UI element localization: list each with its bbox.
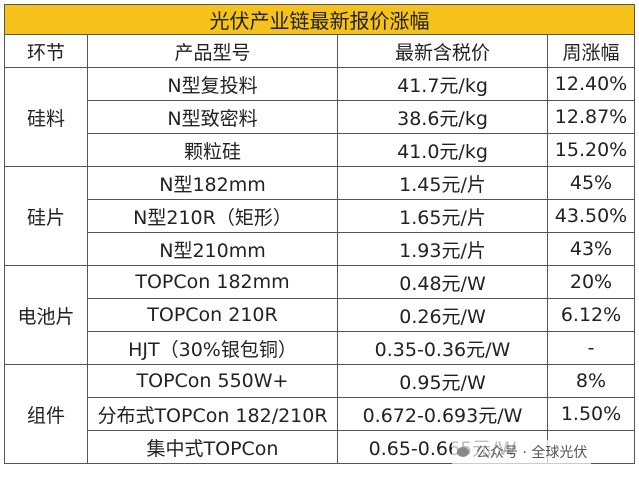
- data-cell: 12.87%: [547, 100, 635, 134]
- data-row: 颗粒硅 41.0元/kg 15.20%: [5, 133, 635, 167]
- data-cell: 6.12%: [547, 298, 635, 332]
- data-cell: 分布式TOPCon 182/210R: [87, 397, 338, 431]
- data-row: N型致密料 38.6元/kg 12.87%: [5, 100, 635, 134]
- wechat-icon: [457, 447, 469, 457]
- data-cell: 颗粒硅: [87, 133, 338, 167]
- data-row: 硅料 N型复投料 41.7元/kg 12.40%: [4, 67, 635, 167]
- data-cell: 1.50%: [547, 397, 635, 431]
- header-cell: 最新含税价: [337, 34, 548, 68]
- group-cell: 组件: [4, 364, 88, 464]
- header-cell: 环节: [4, 34, 88, 68]
- data-cell: 43%: [547, 232, 635, 266]
- data-row: 电池片 TOPCon 182mm 0.48元/W 20%: [4, 265, 635, 365]
- data-cell: N型210mm: [87, 232, 338, 266]
- data-cell: N型复投料: [87, 67, 338, 101]
- data-cell: 20%: [547, 265, 635, 299]
- data-cell: HJT（30%银包铜）: [87, 331, 338, 365]
- data-cell: N型210R（矩形）: [87, 199, 338, 233]
- data-cell: 0.26元/W: [337, 298, 548, 332]
- data-cell: 45%: [547, 166, 635, 200]
- watermark-text: 公众号 · 全球光伏: [476, 445, 588, 461]
- data-cell: 8%: [547, 364, 635, 398]
- data-cell: 41.7元/kg: [337, 67, 548, 101]
- data-cell: TOPCon 210R: [87, 298, 338, 332]
- title-row: 光伏产业链最新报价涨幅: [4, 4, 635, 35]
- data-cell: 0.95元/W: [337, 364, 548, 398]
- data-row: N型210mm 1.93元/片 43%: [5, 232, 635, 266]
- table-body: 光伏产业链最新报价涨幅 环节 产品型号 最新含税价 周涨幅 硅料 N型复投料 41.7元/k…: [4, 4, 635, 464]
- header-cell: 周涨幅: [547, 34, 635, 68]
- data-cell: 41.0元/kg: [337, 133, 548, 167]
- data-cell: 0.48元/W: [337, 265, 548, 299]
- data-row: N型210R（矩形） 1.65元/片 43.50%: [5, 199, 635, 233]
- group-cell: 电池片: [4, 265, 88, 365]
- data-cell: 1.93元/片: [337, 232, 548, 266]
- data-cell: N型182mm: [87, 166, 338, 200]
- data-cell: 1.65元/片: [337, 199, 548, 233]
- data-row: 分布式TOPCon 182/210R 0.672-0.693元/W 1.50%: [5, 397, 635, 431]
- data-cell: -: [547, 331, 635, 365]
- table-title: 光伏产业链最新报价涨幅: [4, 4, 635, 35]
- data-cell: 1.45元/片: [337, 166, 548, 200]
- header-row: 环节 产品型号 最新含税价 周涨幅: [4, 34, 635, 68]
- price-table: 光伏产业链最新报价涨幅 环节 产品型号 最新含税价 周涨幅 硅料 N型复投料 41.7元/k…: [4, 4, 635, 464]
- data-cell: 43.50%: [547, 199, 635, 233]
- data-cell: TOPCon 550W+: [87, 364, 338, 398]
- group-cell: 硅片: [4, 166, 88, 266]
- data-cell: 38.6元/kg: [337, 100, 548, 134]
- header-cell: 产品型号: [87, 34, 338, 68]
- data-cell: 15.20%: [547, 133, 635, 167]
- data-cell: 12.40%: [547, 67, 635, 101]
- data-row: HJT（30%银包铜） 0.35-0.36元/W -: [5, 331, 635, 365]
- data-cell: N型致密料: [87, 100, 338, 134]
- watermark: 公众号 · 全球光伏: [452, 440, 592, 464]
- data-cell: 0.35-0.36元/W: [337, 331, 548, 365]
- data-cell: 0.672-0.693元/W: [337, 397, 548, 431]
- data-cell: 集中式TOPCon: [87, 430, 338, 464]
- data-cell: TOPCon 182mm: [87, 265, 338, 299]
- data-row: 组件 TOPCon 550W+ 0.95元/W 8%: [4, 364, 635, 464]
- data-row: TOPCon 210R 0.26元/W 6.12%: [5, 298, 635, 332]
- data-row: 硅片 N型182mm 1.45元/片 45%: [4, 166, 635, 266]
- group-cell: 硅料: [4, 67, 88, 167]
